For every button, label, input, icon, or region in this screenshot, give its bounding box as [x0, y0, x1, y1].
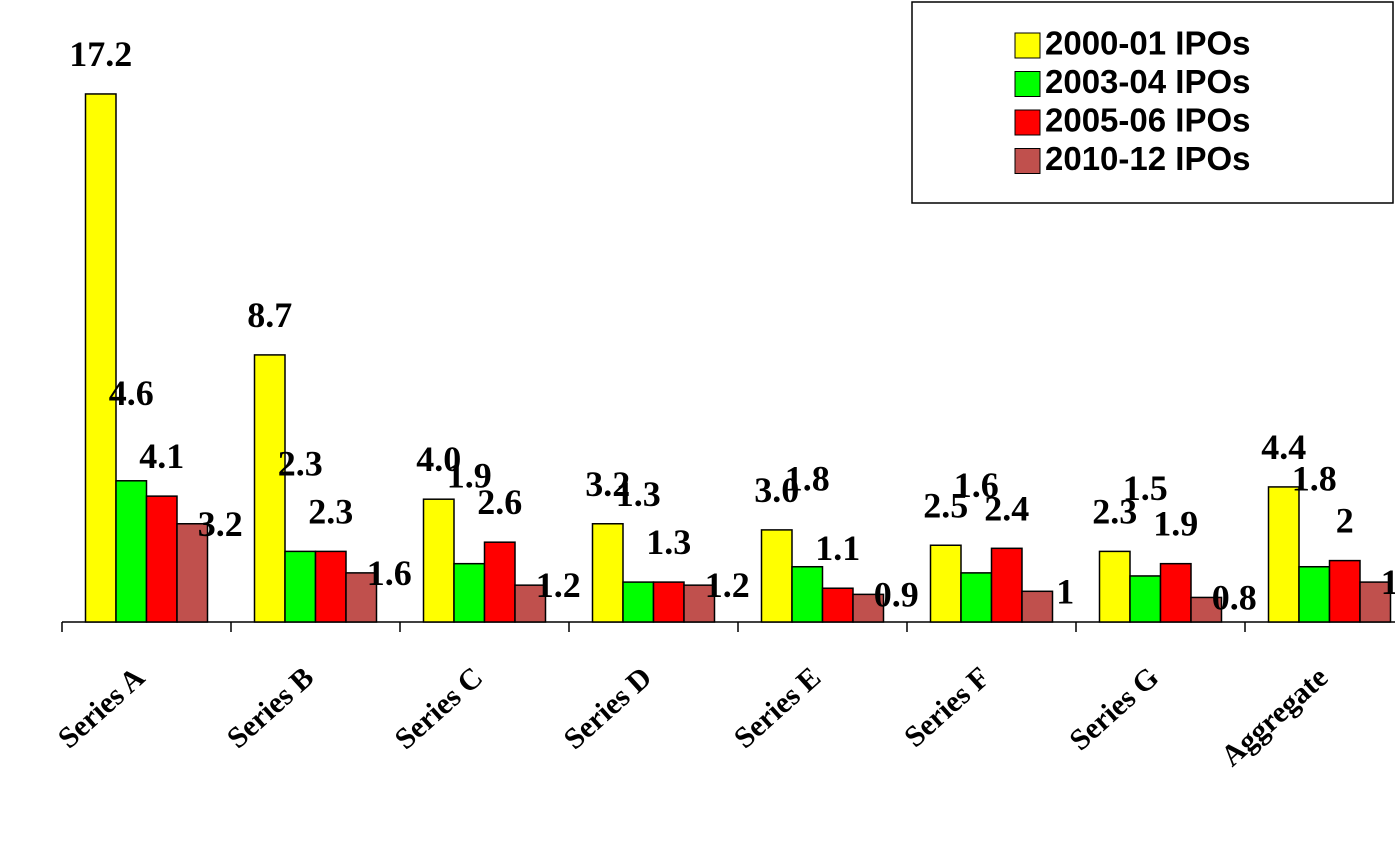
value-label: 0.8: [1212, 577, 1257, 617]
bar: [990, 547, 1023, 623]
x-tick-label: Series B: [221, 661, 320, 755]
bar: [1098, 550, 1131, 623]
bar: [514, 584, 547, 623]
bar: [760, 529, 793, 623]
bar: [960, 572, 993, 623]
bar: [1159, 562, 1192, 623]
bar: [176, 523, 209, 623]
value-label: 2.3: [278, 443, 323, 483]
value-label: 4.0: [416, 439, 461, 479]
value-label: 1.9: [447, 456, 492, 496]
value-label: 4.6: [109, 373, 154, 413]
bar: [652, 581, 685, 623]
value-label: 17.2: [69, 34, 132, 74]
x-tick-label: Series D: [557, 661, 658, 756]
value-label: 1.8: [1292, 459, 1337, 499]
bar: [145, 495, 178, 623]
value-label: 1.5: [1123, 468, 1168, 508]
bar: [1328, 559, 1361, 623]
bar: [1298, 565, 1331, 623]
x-tick-label: Series A: [52, 660, 152, 754]
value-label: 2.6: [477, 482, 522, 522]
legend-label: 2003-04 IPOs: [1045, 63, 1250, 100]
legend-label: 2010-12 IPOs: [1045, 140, 1250, 177]
bar: [791, 565, 824, 623]
value-label: 8.7: [247, 295, 292, 335]
value-label: 1.3: [1381, 562, 1395, 602]
bar: [253, 354, 286, 623]
value-label: 1.9: [1153, 504, 1198, 544]
x-tick-label: Aggregate: [1215, 661, 1334, 773]
value-label: 3.2: [198, 504, 243, 544]
bar: [314, 550, 347, 623]
value-label: 2: [1336, 501, 1354, 541]
bar: [1021, 590, 1054, 623]
bar: [929, 544, 962, 623]
bar: [683, 584, 716, 623]
bar: [422, 498, 455, 623]
legend-swatch: [1014, 71, 1041, 97]
legend-label: 2005-06 IPOs: [1045, 102, 1250, 139]
bar: [84, 93, 117, 623]
bar: [852, 593, 885, 623]
bar: [284, 550, 317, 623]
x-tick-label: Series F: [898, 661, 996, 754]
value-label: 1.6: [954, 465, 999, 505]
value-label: 2.3: [308, 491, 353, 531]
value-label: 3.2: [585, 464, 630, 504]
bar: [591, 523, 624, 623]
x-tick-label: Series E: [728, 661, 827, 755]
bar: [1267, 486, 1300, 623]
value-label: 1.2: [705, 565, 750, 605]
legend-swatch: [1014, 109, 1041, 136]
value-label: 4.1: [139, 436, 184, 476]
legend-swatch: [1014, 32, 1041, 59]
bar: [453, 562, 486, 623]
value-label: 1.3: [616, 474, 661, 514]
bar: [821, 587, 854, 623]
bar: [1129, 575, 1162, 623]
bar: [345, 572, 378, 623]
legend-swatch: [1014, 148, 1041, 174]
legend-box: [911, 1, 1394, 204]
bar: [1359, 581, 1392, 623]
value-label: 1.1: [815, 528, 860, 568]
value-label: 0.9: [874, 574, 919, 614]
value-label: 2.5: [923, 485, 968, 525]
value-label: 2.3: [1092, 491, 1137, 531]
legend-label: 2000-01 IPOs: [1045, 25, 1250, 62]
value-label: 4.4: [1261, 427, 1306, 467]
value-label: 1: [1056, 571, 1074, 611]
value-label: 1.3: [646, 522, 691, 562]
x-tick-label: Series G: [1063, 661, 1165, 757]
bar: [1190, 596, 1223, 623]
bar: [622, 581, 655, 623]
value-label: 3.0: [754, 470, 799, 510]
value-label: 1.8: [785, 459, 830, 499]
value-label: 2.4: [984, 488, 1029, 528]
bar: [115, 480, 148, 623]
value-label: 1.6: [367, 553, 412, 593]
bar: [483, 541, 516, 623]
value-label: 1.2: [536, 565, 581, 605]
x-tick-label: Series C: [388, 661, 489, 756]
